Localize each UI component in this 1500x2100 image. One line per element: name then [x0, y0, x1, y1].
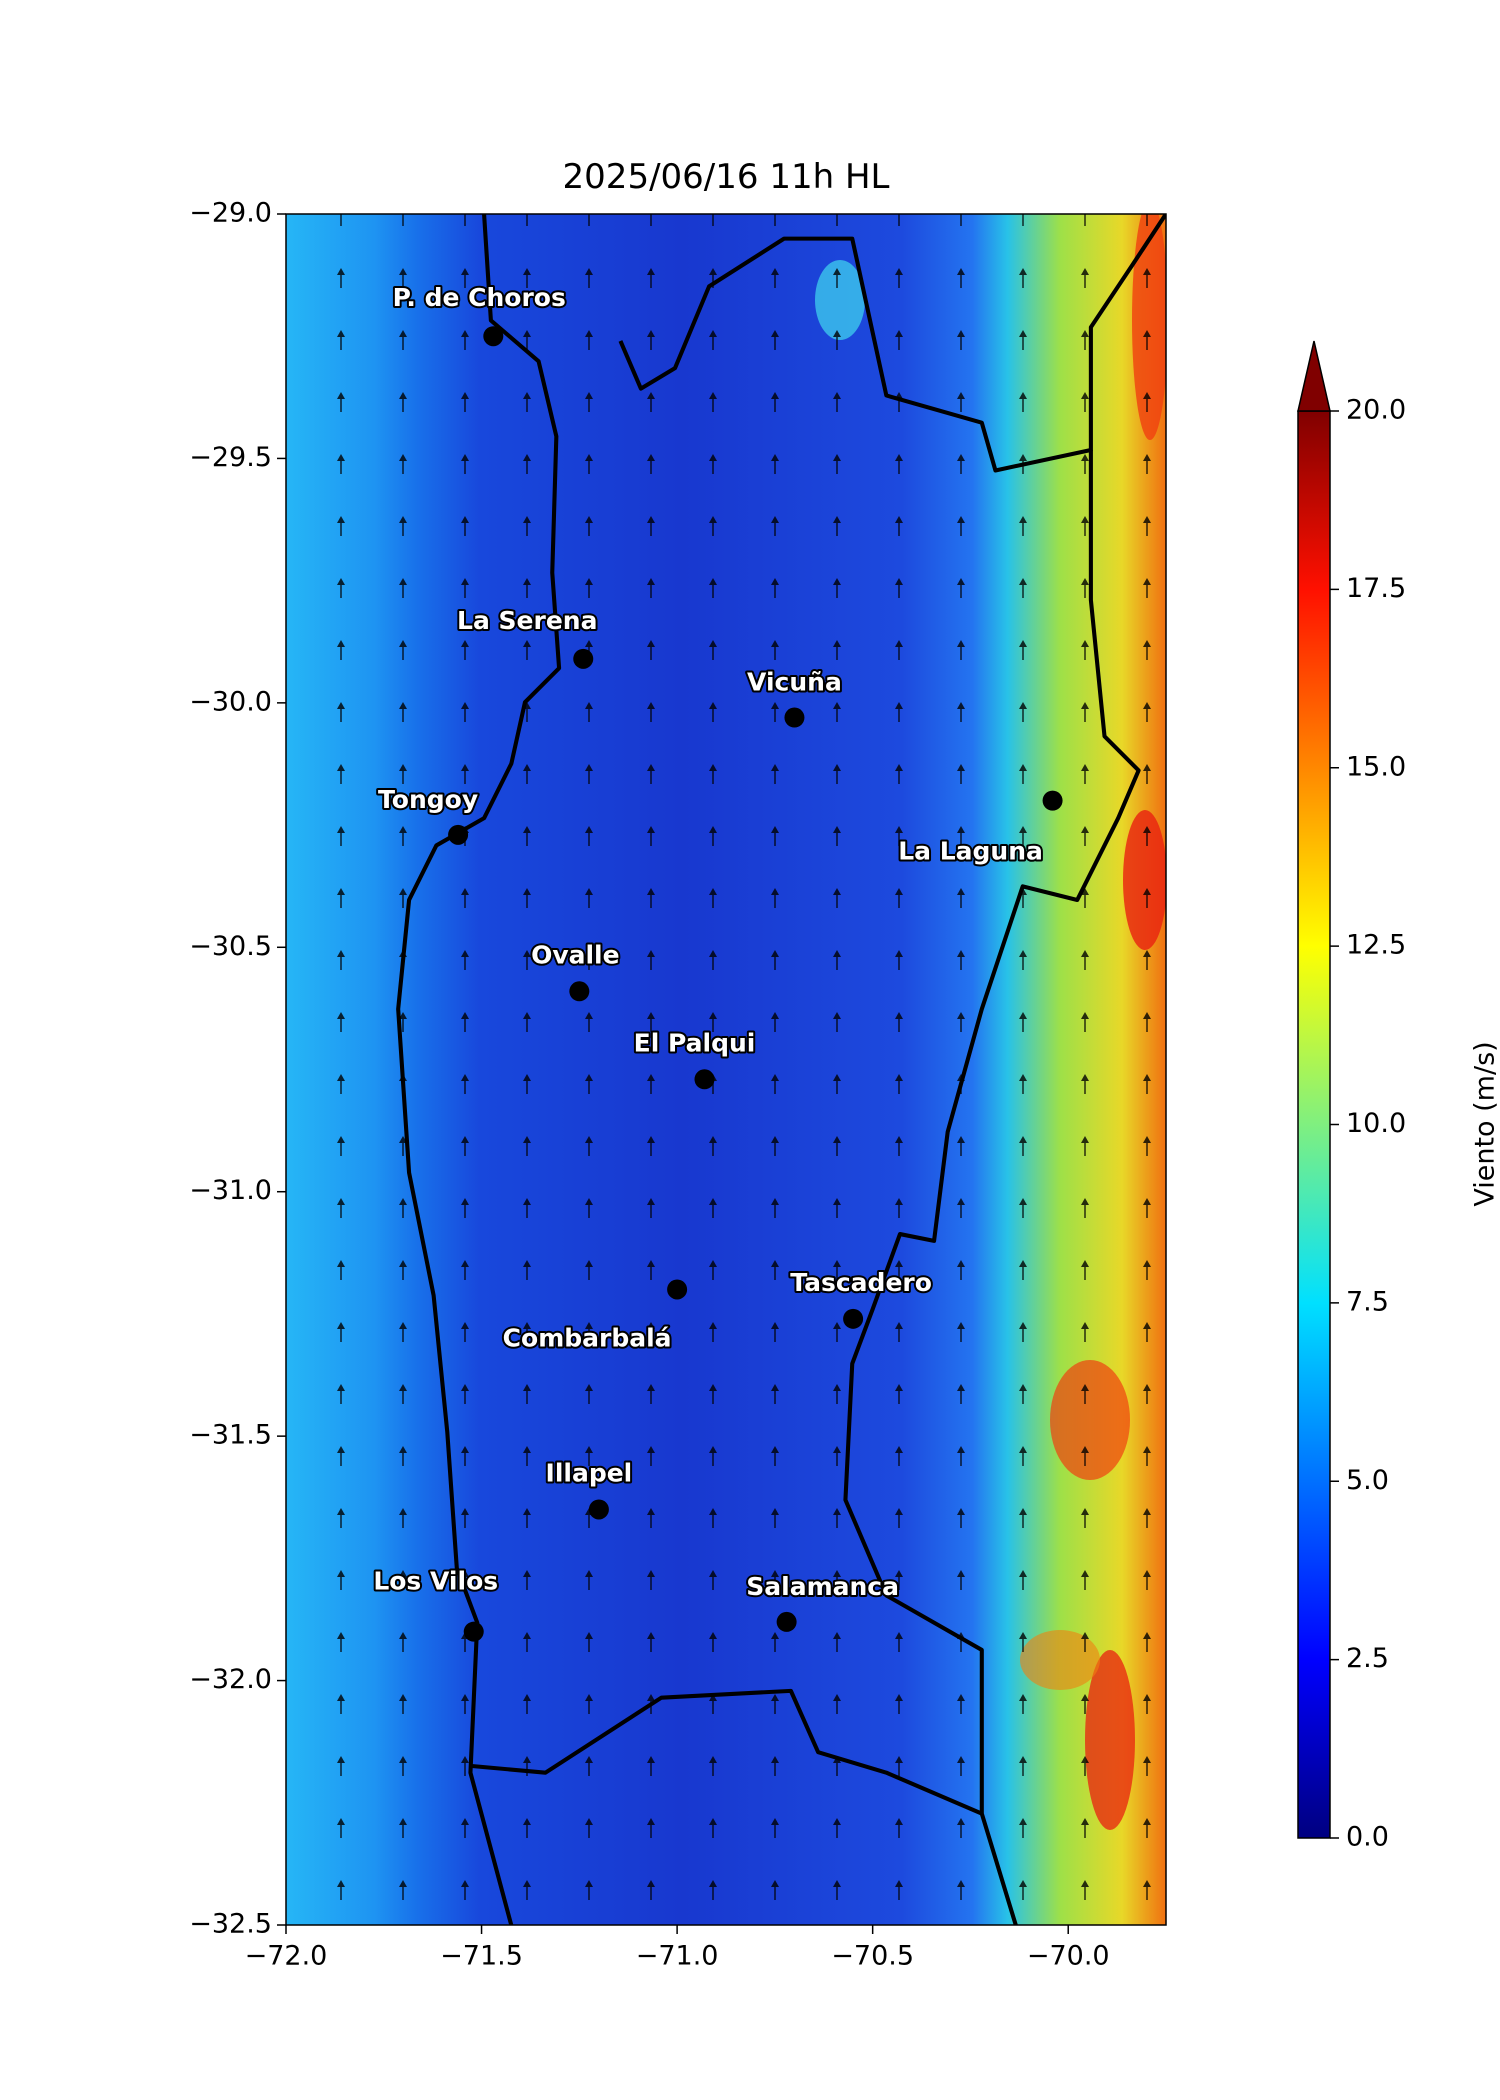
city-label: Los Vilos [373, 1567, 498, 1596]
x-tick-label: −70.0 [1027, 1941, 1110, 1972]
wind-field [286, 214, 1166, 1925]
city-label: Tongoy [378, 785, 478, 814]
city-marker [1042, 790, 1063, 811]
city-marker [667, 1279, 688, 1300]
colorbar-tick-label: 2.5 [1346, 1643, 1389, 1674]
city-label: La Serena [457, 606, 597, 635]
y-tick-label: −31.5 [189, 1420, 272, 1451]
city-marker [843, 1308, 864, 1329]
x-tick-label: −71.0 [636, 1941, 719, 1972]
city-marker [569, 981, 590, 1002]
colorbar-extend [1297, 340, 1331, 412]
city-marker [784, 707, 805, 728]
x-tick-label: −72.0 [245, 1941, 328, 1972]
y-tick-label: −30.5 [189, 931, 272, 962]
city-label: La Laguna [898, 837, 1043, 866]
colorbar-tick-label: 7.5 [1346, 1286, 1389, 1317]
x-tick-label: −71.5 [440, 1941, 523, 1972]
colorbar-tick-label: 15.0 [1346, 751, 1406, 782]
city-label: Illapel [546, 1458, 633, 1487]
city-marker [573, 648, 594, 669]
map-title: 2025/06/16 11h HL [563, 157, 890, 197]
colorbar-tick-label: 10.0 [1346, 1108, 1406, 1139]
city-label: P. de Choros [393, 283, 566, 312]
colorbar-tick-label: 5.0 [1346, 1465, 1389, 1496]
axes-frame [285, 213, 1167, 1926]
colorbar-tick-label: 20.0 [1346, 395, 1406, 426]
y-tick-label: −32.0 [189, 1664, 272, 1695]
city-label: Ovalle [531, 940, 620, 969]
city-marker [463, 1621, 484, 1642]
colorbar-label: Viento (m/s) [1470, 1041, 1500, 1206]
city-label: Tascadero [790, 1268, 932, 1297]
boundaries [396, 214, 1166, 1925]
colorbar-tick-label: 17.5 [1346, 573, 1406, 604]
y-tick-label: −30.0 [189, 686, 272, 717]
city-marker [483, 326, 504, 347]
city-label: Vicuña [747, 668, 842, 697]
city-label: Combarbalá [503, 1323, 672, 1352]
colorbar-tick-label: 0.0 [1346, 1822, 1389, 1853]
city-marker [776, 1611, 797, 1632]
y-tick-label: −29.0 [189, 198, 272, 229]
y-tick-label: −29.5 [189, 442, 272, 473]
colorbar [1297, 410, 1331, 1839]
city-marker [588, 1499, 609, 1520]
city-marker [448, 824, 469, 845]
city-marker [694, 1069, 715, 1090]
x-tick-label: −70.5 [831, 1941, 914, 1972]
city-label: Salamanca [746, 1572, 899, 1601]
y-tick-label: −32.5 [189, 1909, 272, 1940]
colorbar-tick-label: 12.5 [1346, 930, 1406, 961]
y-tick-label: −31.0 [189, 1175, 272, 1206]
city-label: El Palqui [634, 1028, 756, 1057]
